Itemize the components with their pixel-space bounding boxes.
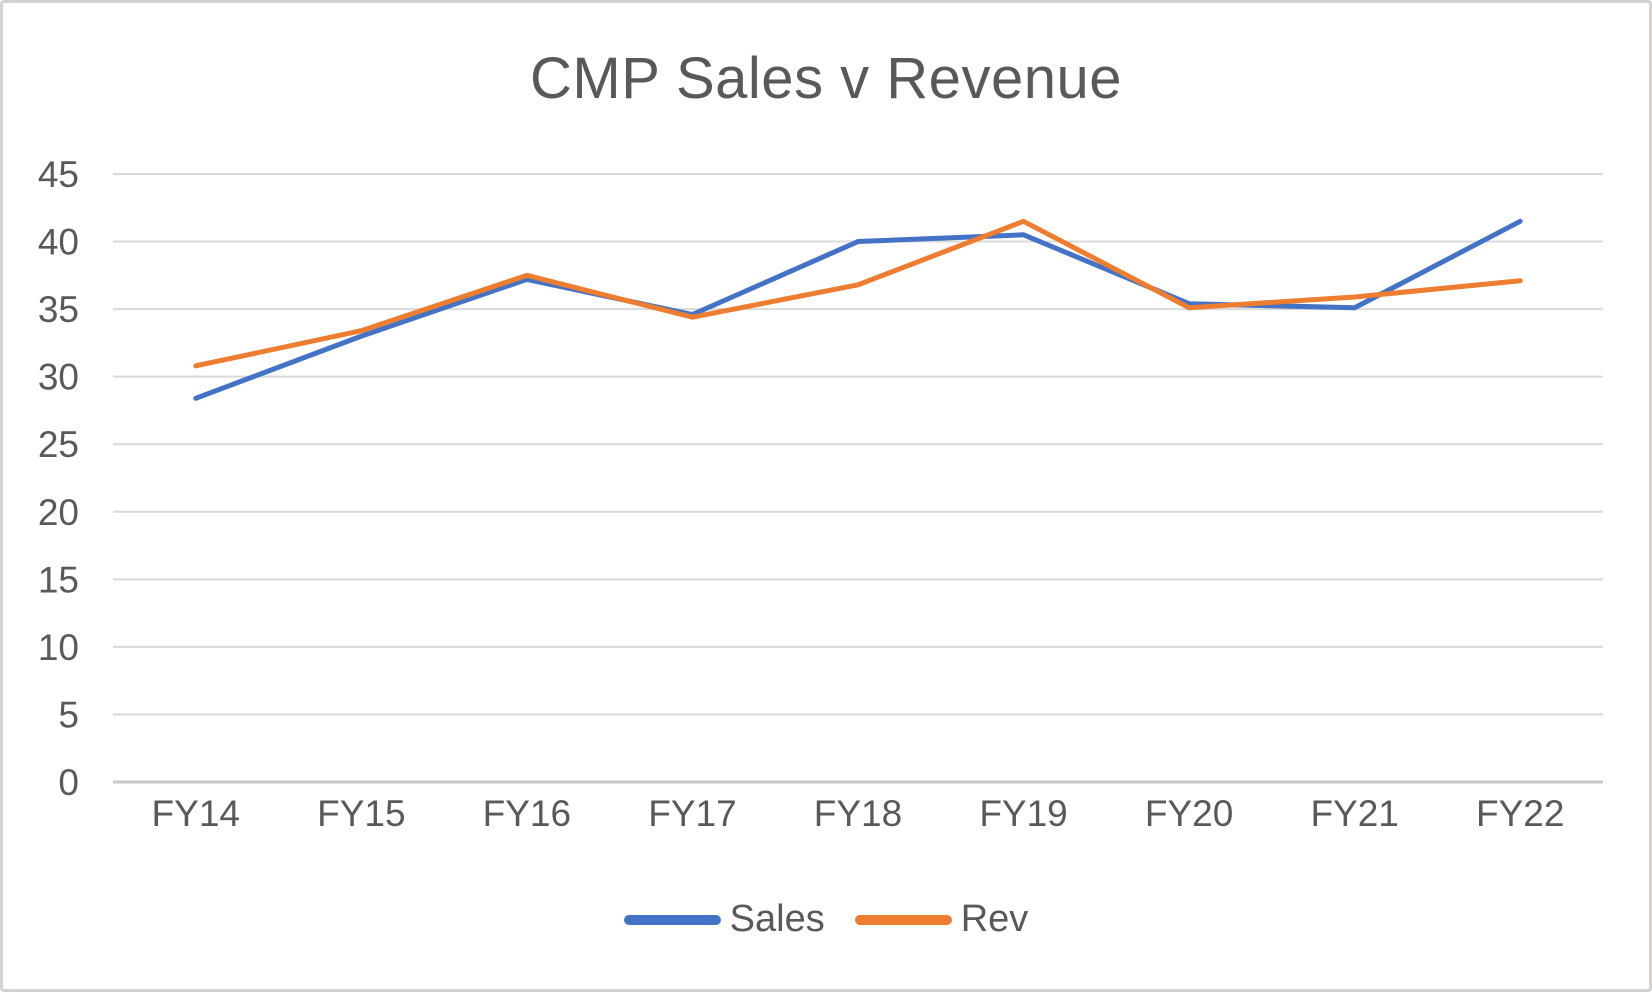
y-axis-tick-0: 0 xyxy=(58,762,79,803)
x-axis-tick-fy20: FY20 xyxy=(1145,793,1233,834)
x-axis-tick-fy17: FY17 xyxy=(648,793,736,834)
series-line-rev xyxy=(193,218,1523,369)
legend-swatch-sales xyxy=(623,914,721,925)
legend-item-rev: Rev xyxy=(854,898,1029,941)
y-axis-tick-10: 10 xyxy=(38,627,79,668)
y-axis-tick-30: 30 xyxy=(38,357,79,398)
x-axis-tick-fy16: FY16 xyxy=(483,793,571,834)
legend: Sales Rev xyxy=(3,898,1649,941)
y-axis-tick-15: 15 xyxy=(38,559,79,600)
x-axis-tick-fy14: FY14 xyxy=(152,793,240,834)
y-axis-tick-5: 5 xyxy=(58,694,79,735)
y-axis-tick-25: 25 xyxy=(38,424,79,465)
legend-label-rev: Rev xyxy=(960,898,1029,940)
series-line-sales xyxy=(193,218,1523,401)
legend-item-sales: Sales xyxy=(623,898,825,941)
y-axis-tick-45: 45 xyxy=(38,154,79,195)
y-axis-tick-40: 40 xyxy=(38,222,79,263)
legend-label-sales: Sales xyxy=(729,898,825,940)
chart-title: CMP Sales v Revenue xyxy=(530,46,1122,111)
x-axis-tick-fy18: FY18 xyxy=(814,793,902,834)
x-axis-tick-fy15: FY15 xyxy=(317,793,405,834)
legend-swatch-rev xyxy=(854,914,952,925)
plot-area: 0 5 10 15 20 25 30 35 40 45 FY14 FY15 FY16 FY17 FY18 FY… xyxy=(38,154,1603,834)
y-axis-tick-20: 20 xyxy=(38,492,79,533)
y-axis-tick-35: 35 xyxy=(38,289,79,330)
x-axis-tick-fy22: FY22 xyxy=(1476,793,1564,834)
x-axis-tick-fy21: FY21 xyxy=(1310,793,1398,834)
x-axis-tick-fy19: FY19 xyxy=(979,793,1067,834)
